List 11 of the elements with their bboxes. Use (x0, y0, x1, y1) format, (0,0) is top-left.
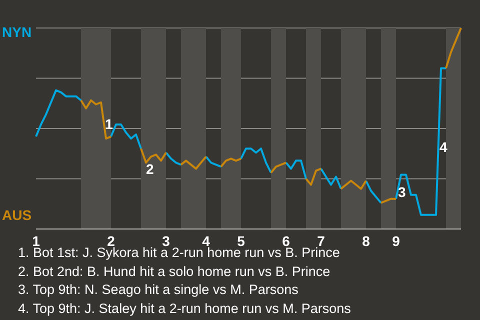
text: 2. Bot 2nd: B. Hund hit a solo home run vs B. Prince (18, 262, 332, 280)
x-tick-label: 8 (362, 232, 370, 249)
text: NYN (2, 24, 32, 40)
text: 3. Top 9th: N. Seago hit a single vs M. Parsons (18, 281, 300, 299)
annotation: 4 (440, 138, 448, 156)
annotation: 2 (146, 160, 154, 178)
annotation: 1 (105, 115, 113, 134)
annotation: 3 (398, 182, 406, 201)
x-tick-label: 9 (392, 232, 400, 249)
text: 4. Top 9th: J. Staley hit a 2-run home run vs M. Parsons (18, 300, 351, 318)
text: AUS (2, 207, 32, 223)
